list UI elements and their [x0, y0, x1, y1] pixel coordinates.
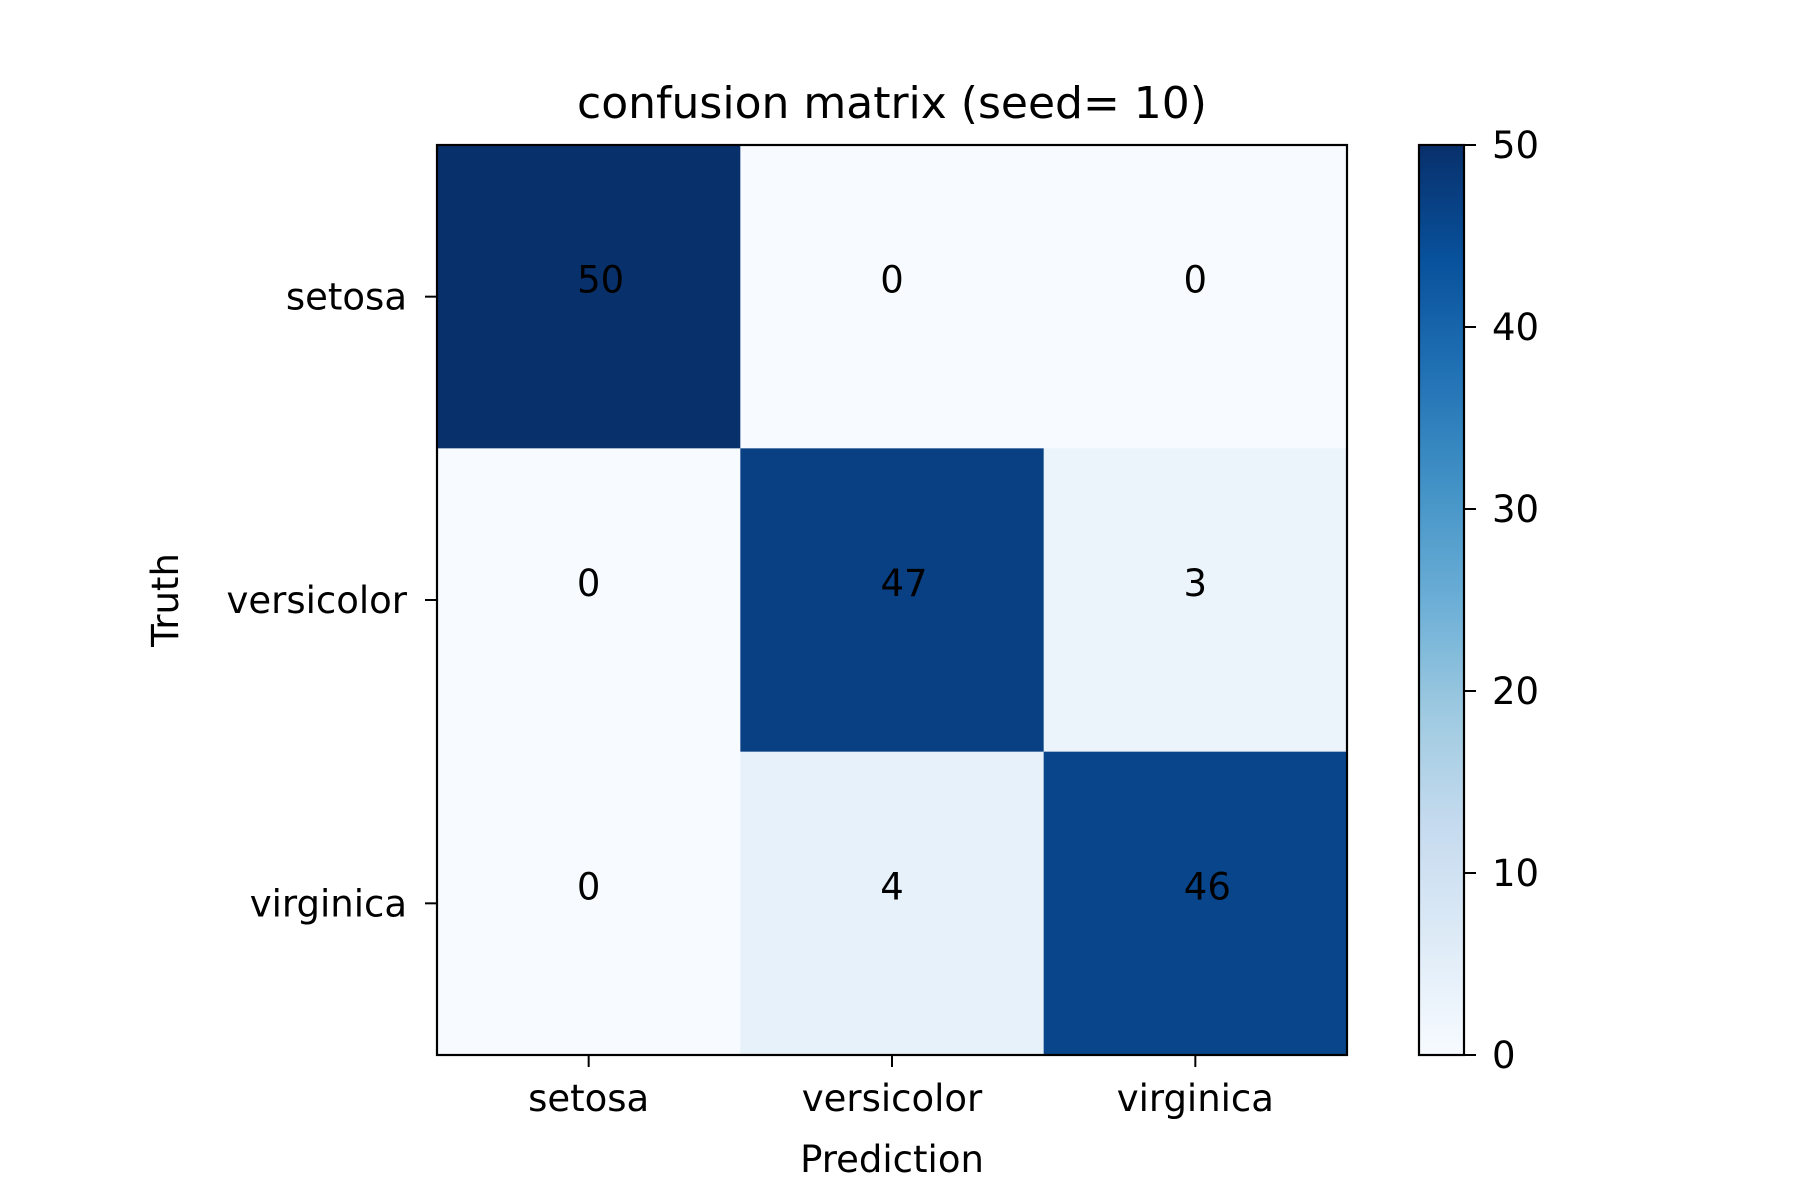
heatmap-cell [740, 145, 1045, 449]
heatmap-cell [740, 448, 1045, 753]
x-tick-label: versicolor [802, 1077, 983, 1120]
x-tick-label: virginica [1117, 1077, 1274, 1120]
cell-value-label: 46 [1184, 865, 1231, 908]
cell-value-label: 0 [577, 562, 601, 605]
x-axis-label: Prediction [800, 1138, 984, 1181]
heatmap-cell-labels: 50 0 0 0 47 3 0 4 46 [577, 259, 1231, 909]
colorbar-tick-label: 30 [1492, 488, 1539, 531]
cell-value-label: 3 [1184, 562, 1208, 605]
y-tick-label: versicolor [226, 579, 407, 622]
x-tick-label: setosa [528, 1077, 649, 1120]
colorbar-tick-label: 10 [1492, 852, 1539, 895]
y-tick-label: setosa [286, 276, 407, 319]
colorbar-tick-label: 0 [1492, 1034, 1516, 1077]
y-axis-label: Truth [144, 553, 187, 648]
y-tick-label: virginica [250, 882, 407, 925]
chart-title: confusion matrix (seed= 10) [577, 78, 1207, 129]
heatmap-cell [1043, 751, 1348, 1056]
cell-value-label: 4 [880, 865, 904, 908]
heatmap-cell [1043, 145, 1348, 449]
x-axis-ticks: setosa versicolor virginica [528, 1055, 1274, 1120]
colorbar-tick-label: 50 [1492, 124, 1539, 167]
heatmap-cell [1043, 448, 1348, 753]
cell-value-label: 0 [880, 259, 904, 302]
cell-value-label: 50 [577, 259, 624, 302]
y-axis-ticks: setosa versicolor virginica [226, 276, 437, 925]
heatmap-cell [437, 145, 741, 449]
heatmap-cells [437, 145, 1348, 1056]
heatmap-cell [437, 751, 741, 1056]
cell-value-label: 47 [880, 562, 927, 605]
colorbar-ticks: 0 10 20 30 40 50 [1464, 124, 1539, 1077]
colorbar-tick-label: 40 [1492, 306, 1539, 349]
cell-value-label: 0 [577, 865, 601, 908]
colorbar-tick-label: 20 [1492, 670, 1539, 713]
heatmap-cell [740, 751, 1045, 1056]
colorbar [1417, 143, 1466, 1057]
cell-value-label: 0 [1184, 259, 1208, 302]
heatmap-cell [437, 448, 741, 753]
